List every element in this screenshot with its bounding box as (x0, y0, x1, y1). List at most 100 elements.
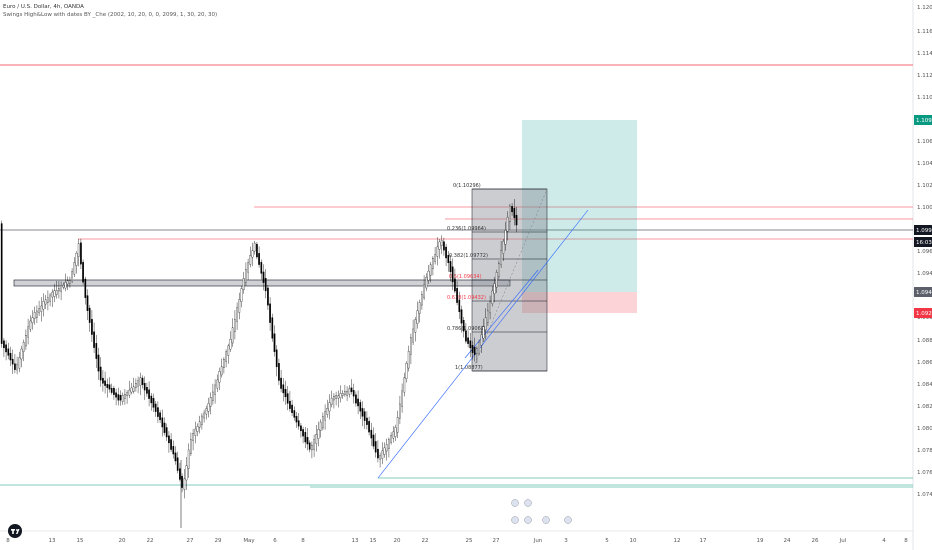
candle-body (245, 269, 247, 283)
event-flag-icon[interactable] (542, 516, 550, 524)
candle-body (304, 432, 307, 443)
candle-body (196, 426, 199, 432)
candle-body (40, 305, 43, 312)
candle-body (456, 288, 458, 303)
candle-body (328, 402, 331, 412)
time-tick-label: 13 (49, 538, 56, 544)
candle-body (66, 280, 69, 285)
candle-body (36, 310, 38, 318)
event-flag-icon[interactable] (511, 516, 519, 524)
candle-body (423, 284, 425, 299)
candle-body (203, 412, 205, 419)
candle-body (71, 271, 73, 282)
long-position-stop-zone[interactable] (522, 292, 637, 313)
candle-body (154, 403, 157, 412)
candle-body (214, 384, 216, 395)
price-tick-label: 1.09600 (917, 249, 932, 255)
candle-body (256, 243, 258, 258)
price-badge (914, 225, 932, 235)
event-flag-icon[interactable] (511, 499, 519, 507)
time-tick-label: 8 (301, 538, 305, 544)
candle-body (432, 258, 434, 269)
candle-body (20, 348, 23, 360)
price-tick-label: 1.08800 (917, 338, 932, 344)
candle-body (194, 428, 197, 436)
candle-body (99, 366, 102, 381)
candle-body (141, 377, 144, 385)
candle-body (454, 278, 456, 292)
candle-body (44, 299, 47, 305)
event-flag-icon[interactable] (564, 516, 572, 524)
candle-body (370, 429, 373, 439)
candle-body (88, 307, 91, 323)
time-tick-label: May (243, 538, 255, 544)
candle-body (229, 339, 232, 350)
price-axis-labels: 1.120001.116001.114001.112001.110001.108… (917, 5, 932, 498)
long-position-target-zone[interactable] (522, 120, 637, 292)
candle-body (341, 392, 344, 396)
candle-body (355, 394, 357, 404)
candle-body (289, 400, 291, 409)
candle-body (27, 326, 29, 338)
candle-body (55, 289, 58, 295)
time-tick-label: 29 (215, 538, 222, 544)
trendline-2[interactable] (464, 269, 539, 359)
fib-label-05: 0.5(1.09634) (449, 274, 482, 280)
candle-body (187, 449, 190, 469)
candle-body (168, 435, 170, 444)
candle-body (280, 377, 282, 389)
support-zone-rectangle[interactable] (13, 279, 511, 287)
time-tick-label: 8 (904, 538, 908, 544)
candle-body (425, 276, 428, 289)
candle-body (511, 206, 513, 213)
candle-body (410, 337, 412, 355)
candle-body (333, 396, 335, 401)
time-tick-label: 25 (466, 538, 473, 544)
price-tick-label: 1.08600 (917, 360, 932, 366)
candle-body (434, 254, 436, 262)
price-tick-label: 1.10000 (917, 205, 932, 211)
candle-body (240, 288, 243, 302)
candle-body (264, 278, 267, 292)
fib-label-1: 1(1.08877) (455, 365, 483, 371)
candle-body (368, 420, 370, 433)
price-tick-label: 1.11600 (917, 29, 932, 35)
candle-body (282, 384, 285, 394)
candle-body (93, 331, 95, 348)
candle-body (62, 284, 65, 288)
economic-events[interactable] (511, 499, 572, 524)
price-badge (914, 115, 932, 125)
candle-body (359, 402, 362, 412)
candle-body (176, 457, 179, 471)
candle-body (73, 262, 76, 275)
candle-body (126, 392, 128, 397)
candle-body (163, 422, 166, 433)
candlestick-series (0, 199, 518, 528)
candle-body (51, 291, 54, 298)
candle-body (190, 439, 192, 454)
candle-body (383, 447, 386, 455)
candle-body (128, 389, 131, 396)
candle-body (106, 384, 109, 388)
candle-body (143, 383, 146, 391)
candle-body (84, 278, 87, 298)
price-tick-label: 1.11000 (917, 95, 932, 101)
candle-body (95, 343, 98, 359)
candle-body (181, 475, 183, 488)
candle-body (234, 319, 236, 332)
price-tick-label: 1.10600 (917, 139, 932, 145)
candle-body (447, 255, 450, 264)
candle-body (227, 345, 230, 356)
price-badge (914, 308, 932, 318)
event-flag-icon[interactable] (524, 499, 532, 507)
candle-body (401, 390, 403, 407)
time-tick-label: 15 (370, 538, 377, 544)
candle-body (97, 354, 100, 372)
candle-body (498, 263, 500, 277)
trendline-1[interactable] (377, 209, 589, 479)
time-tick-label: 27 (187, 538, 194, 544)
event-flag-icon[interactable] (524, 516, 532, 524)
candle-body (478, 342, 480, 354)
candle-body (69, 280, 71, 284)
